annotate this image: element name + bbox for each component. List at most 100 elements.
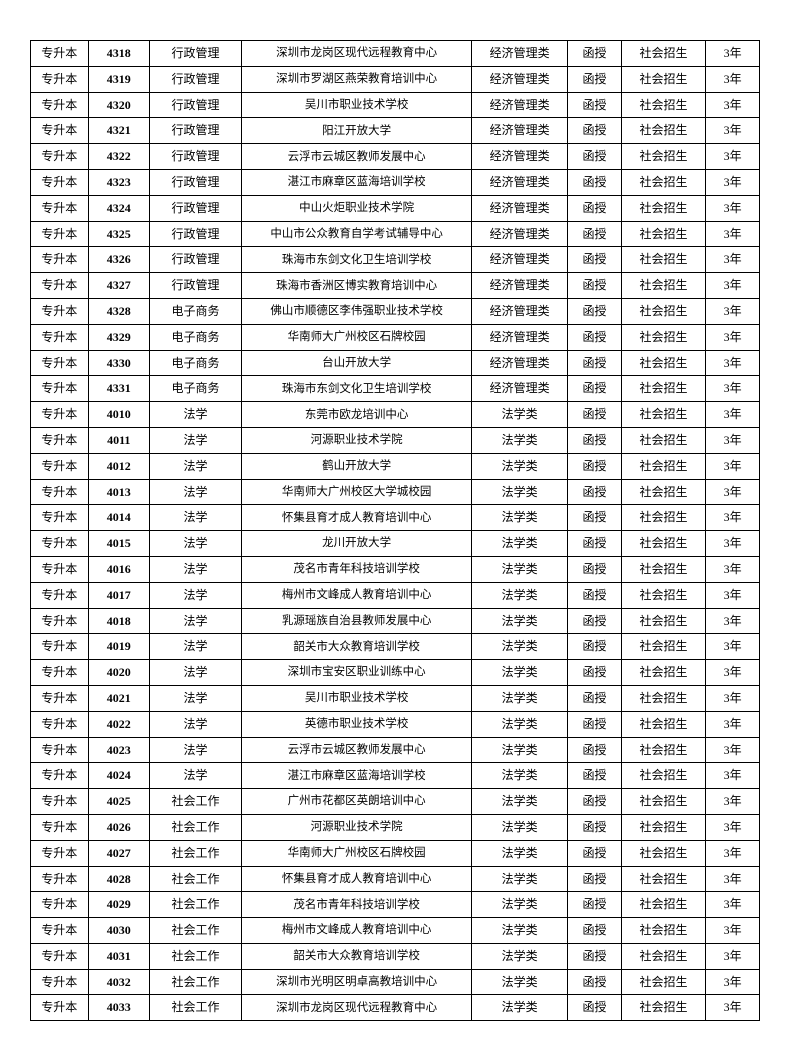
cell-duration: 3年	[706, 918, 760, 944]
cell-major: 社会工作	[149, 995, 241, 1021]
cell-major: 社会工作	[149, 840, 241, 866]
cell-site: 佛山市顺德区李伟强职业技术学校	[242, 298, 472, 324]
cell-site: 阳江开放大学	[242, 118, 472, 144]
cell-source: 社会招生	[621, 376, 705, 402]
cell-level: 专升本	[31, 376, 89, 402]
cell-category: 经济管理类	[472, 169, 568, 195]
cell-major: 行政管理	[149, 41, 241, 67]
cell-site: 韶关市大众教育培训学校	[242, 634, 472, 660]
cell-site: 华南师大广州校区石牌校园	[242, 840, 472, 866]
cell-site: 云浮市云城区教师发展中心	[242, 144, 472, 170]
cell-site: 鹤山开放大学	[242, 453, 472, 479]
table-row: 专升本4323行政管理湛江市麻章区蓝海培训学校经济管理类函授社会招生3年	[31, 169, 760, 195]
cell-duration: 3年	[706, 298, 760, 324]
cell-source: 社会招生	[621, 298, 705, 324]
cell-category: 法学类	[472, 660, 568, 686]
cell-category: 法学类	[472, 402, 568, 428]
cell-site: 河源职业技术学院	[242, 427, 472, 453]
cell-code: 4029	[88, 892, 149, 918]
cell-source: 社会招生	[621, 221, 705, 247]
cell-mode: 函授	[568, 298, 622, 324]
cell-duration: 3年	[706, 169, 760, 195]
table-row: 专升本4029社会工作茂名市青年科技培训学校法学类函授社会招生3年	[31, 892, 760, 918]
cell-category: 法学类	[472, 789, 568, 815]
cell-duration: 3年	[706, 479, 760, 505]
cell-duration: 3年	[706, 66, 760, 92]
cell-major: 法学	[149, 402, 241, 428]
cell-category: 法学类	[472, 685, 568, 711]
cell-mode: 函授	[568, 918, 622, 944]
cell-source: 社会招生	[621, 41, 705, 67]
cell-source: 社会招生	[621, 144, 705, 170]
cell-mode: 函授	[568, 427, 622, 453]
cell-major: 社会工作	[149, 943, 241, 969]
cell-site: 深圳市龙岗区现代远程教育中心	[242, 41, 472, 67]
table-row: 专升本4025社会工作广州市花都区英朗培训中心法学类函授社会招生3年	[31, 789, 760, 815]
cell-site: 梅州市文峰成人教育培训中心	[242, 582, 472, 608]
cell-major: 法学	[149, 737, 241, 763]
cell-level: 专升本	[31, 840, 89, 866]
cell-level: 专升本	[31, 763, 89, 789]
cell-mode: 函授	[568, 737, 622, 763]
table-row: 专升本4028社会工作怀集县育才成人教育培训中心法学类函授社会招生3年	[31, 866, 760, 892]
cell-category: 法学类	[472, 995, 568, 1021]
cell-mode: 函授	[568, 840, 622, 866]
cell-site: 深圳市宝安区职业训练中心	[242, 660, 472, 686]
cell-source: 社会招生	[621, 608, 705, 634]
cell-major: 社会工作	[149, 814, 241, 840]
cell-category: 法学类	[472, 918, 568, 944]
cell-site: 华南师大广州校区大学城校园	[242, 479, 472, 505]
cell-code: 4021	[88, 685, 149, 711]
cell-level: 专升本	[31, 608, 89, 634]
cell-site: 深圳市龙岗区现代远程教育中心	[242, 995, 472, 1021]
cell-code: 4030	[88, 918, 149, 944]
cell-duration: 3年	[706, 402, 760, 428]
cell-category: 法学类	[472, 892, 568, 918]
cell-site: 台山开放大学	[242, 350, 472, 376]
cell-source: 社会招生	[621, 66, 705, 92]
table-row: 专升本4327行政管理珠海市香洲区博实教育培训中心经济管理类函授社会招生3年	[31, 273, 760, 299]
cell-category: 经济管理类	[472, 92, 568, 118]
cell-code: 4328	[88, 298, 149, 324]
cell-duration: 3年	[706, 660, 760, 686]
cell-major: 行政管理	[149, 247, 241, 273]
table-row: 专升本4012法学鹤山开放大学法学类函授社会招生3年	[31, 453, 760, 479]
cell-mode: 函授	[568, 634, 622, 660]
cell-major: 电子商务	[149, 324, 241, 350]
cell-mode: 函授	[568, 892, 622, 918]
cell-level: 专升本	[31, 711, 89, 737]
cell-major: 行政管理	[149, 144, 241, 170]
cell-duration: 3年	[706, 556, 760, 582]
cell-mode: 函授	[568, 402, 622, 428]
cell-source: 社会招生	[621, 737, 705, 763]
cell-code: 4324	[88, 195, 149, 221]
cell-site: 广州市花都区英朗培训中心	[242, 789, 472, 815]
table-row: 专升本4030社会工作梅州市文峰成人教育培训中心法学类函授社会招生3年	[31, 918, 760, 944]
cell-site: 龙川开放大学	[242, 531, 472, 557]
cell-code: 4027	[88, 840, 149, 866]
table-row: 专升本4018法学乳源瑶族自治县教师发展中心法学类函授社会招生3年	[31, 608, 760, 634]
table-row: 专升本4017法学梅州市文峰成人教育培训中心法学类函授社会招生3年	[31, 582, 760, 608]
cell-duration: 3年	[706, 273, 760, 299]
cell-source: 社会招生	[621, 324, 705, 350]
cell-major: 社会工作	[149, 918, 241, 944]
cell-code: 4032	[88, 969, 149, 995]
cell-major: 电子商务	[149, 298, 241, 324]
cell-code: 4323	[88, 169, 149, 195]
cell-category: 经济管理类	[472, 118, 568, 144]
cell-level: 专升本	[31, 221, 89, 247]
cell-major: 行政管理	[149, 169, 241, 195]
cell-code: 4014	[88, 505, 149, 531]
cell-source: 社会招生	[621, 556, 705, 582]
cell-major: 电子商务	[149, 350, 241, 376]
cell-level: 专升本	[31, 41, 89, 67]
cell-level: 专升本	[31, 195, 89, 221]
table-row: 专升本4319行政管理深圳市罗湖区燕荣教育培训中心经济管理类函授社会招生3年	[31, 66, 760, 92]
cell-level: 专升本	[31, 660, 89, 686]
cell-code: 4326	[88, 247, 149, 273]
cell-site: 英德市职业技术学校	[242, 711, 472, 737]
cell-level: 专升本	[31, 298, 89, 324]
cell-code: 4012	[88, 453, 149, 479]
cell-major: 电子商务	[149, 376, 241, 402]
cell-mode: 函授	[568, 814, 622, 840]
